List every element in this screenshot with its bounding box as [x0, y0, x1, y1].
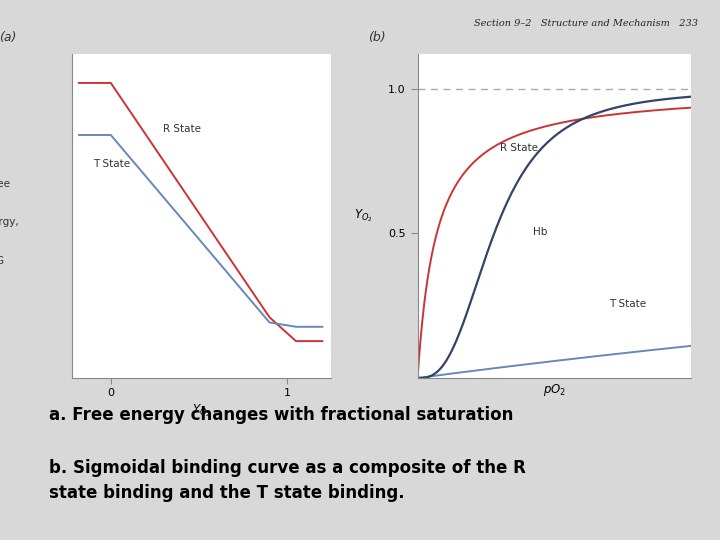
Text: Hb: Hb [533, 227, 547, 238]
X-axis label: $Y_{O_2}$: $Y_{O_2}$ [192, 403, 211, 419]
Text: T State: T State [93, 159, 130, 170]
Text: R State: R State [163, 124, 201, 134]
Text: Section 9–2   Structure and Mechanism   233: Section 9–2 Structure and Mechanism 233 [474, 19, 698, 28]
Text: T State: T State [609, 299, 647, 309]
Y-axis label: $Y_{O_2}$: $Y_{O_2}$ [354, 208, 372, 224]
Text: R State: R State [500, 143, 538, 153]
Text: b. Sigmoidal binding curve as a composite of the R
state binding and the T state: b. Sigmoidal binding curve as a composit… [49, 459, 526, 502]
X-axis label: $pO_2$: $pO_2$ [543, 382, 566, 398]
Text: energy,: energy, [0, 218, 19, 227]
Text: a. Free energy changes with fractional saturation: a. Free energy changes with fractional s… [49, 406, 513, 424]
Text: Free: Free [0, 179, 10, 188]
Text: (b): (b) [369, 31, 386, 44]
Text: (a): (a) [0, 31, 17, 44]
Text: G: G [0, 256, 4, 266]
